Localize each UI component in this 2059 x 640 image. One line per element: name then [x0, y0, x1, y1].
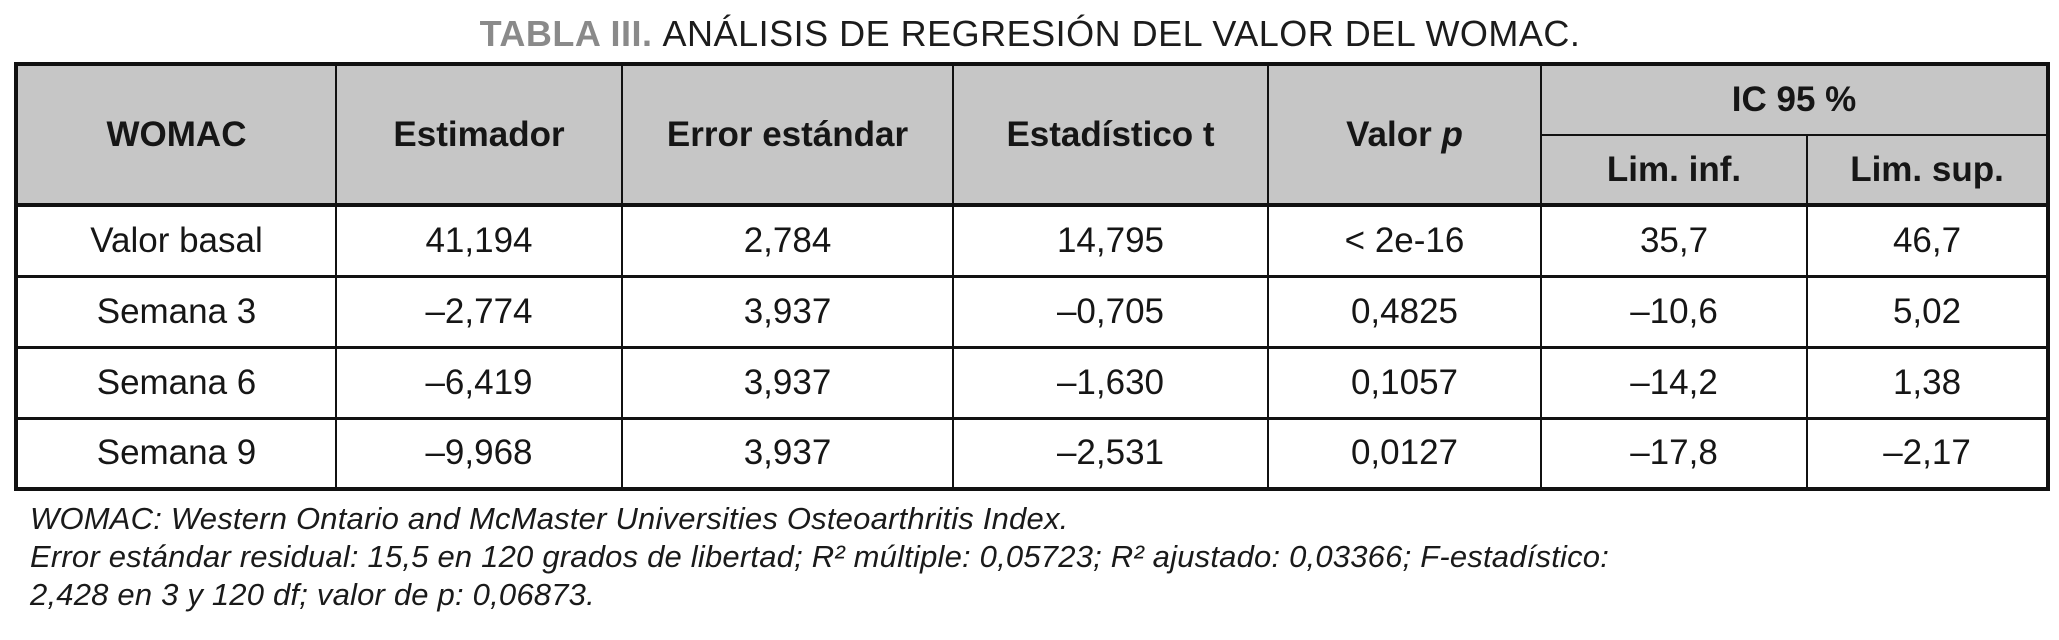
- table-row-valor-basal: Valor basal 41,194 2,784 14,795 < 2e-16 …: [15, 203, 2049, 278]
- table-row-semana-6: Semana 6 –6,419 3,937 –1,630 0,1057 –14,…: [15, 345, 2049, 420]
- table-row-semana-9: Semana 9 –9,968 3,937 –2,531 0,0127 –17,…: [15, 416, 2049, 491]
- cell-error-estandar: 3,937: [621, 345, 954, 420]
- table-header: WOMAC Estimador Error estándar Estadísti…: [15, 63, 2049, 207]
- cell-valor-p: 0,0127: [1267, 416, 1542, 491]
- cell-estimador: –2,774: [335, 274, 623, 349]
- regression-table: WOMAC Estimador Error estándar Estadísti…: [14, 62, 2050, 491]
- table-footnotes: WOMAC: Western Ontario and McMaster Univ…: [30, 500, 2059, 614]
- footnote-statistics-line-2: 2,428 en 3 y 120 df; valor de p: 0,06873…: [30, 577, 595, 613]
- col-header-estadistico-t: Estadístico t: [952, 63, 1269, 207]
- cell-estadistico-t: 14,795: [952, 203, 1269, 278]
- cell-valor-p: 0,4825: [1267, 274, 1542, 349]
- cell-lim-inf: –17,8: [1540, 416, 1808, 491]
- cell-valor-p: < 2e-16: [1267, 203, 1542, 278]
- cell-estadistico-t: –0,705: [952, 274, 1269, 349]
- col-header-womac: WOMAC: [15, 63, 337, 207]
- row-label: Semana 9: [15, 416, 337, 491]
- table-body: Valor basal 41,194 2,784 14,795 < 2e-16 …: [15, 203, 2049, 491]
- table-title-text: ANÁLISIS DE REGRESIÓN DEL VALOR DEL WOMA…: [662, 13, 1581, 54]
- cell-estimador: –6,419: [335, 345, 623, 420]
- cell-error-estandar: 3,937: [621, 274, 954, 349]
- row-label: Semana 6: [15, 345, 337, 420]
- valor-p-text: Valor: [1346, 114, 1432, 154]
- cell-estadistico-t: –1,630: [952, 345, 1269, 420]
- cell-estimador: 41,194: [335, 203, 623, 278]
- footnote-abbreviation: WOMAC: Western Ontario and McMaster Univ…: [30, 501, 1069, 536]
- footnote-statistics-line-1: Error estándar residual: 15,5 en 120 gra…: [30, 539, 1610, 575]
- cell-estimador: –9,968: [335, 416, 623, 491]
- col-header-lim-sup: Lim. sup.: [1806, 134, 2049, 207]
- cell-lim-sup: 5,02: [1806, 274, 2049, 349]
- cell-error-estandar: 3,937: [621, 416, 954, 491]
- cell-lim-inf: –10,6: [1540, 274, 1808, 349]
- cell-lim-sup: 46,7: [1806, 203, 2049, 278]
- table-title: TABLA III. ANÁLISIS DE REGRESIÓN DEL VALO…: [14, 0, 2046, 62]
- cell-lim-sup: –2,17: [1806, 416, 2049, 491]
- col-header-ic-95: IC 95 %: [1540, 63, 2049, 136]
- cell-estadistico-t: –2,531: [952, 416, 1269, 491]
- cell-valor-p: 0,1057: [1267, 345, 1542, 420]
- col-header-error-estandar: Error estándar: [621, 63, 954, 207]
- cell-error-estandar: 2,784: [621, 203, 954, 278]
- valor-p-italic: p: [1441, 114, 1463, 154]
- col-header-valor-p: Valor p: [1267, 63, 1542, 207]
- col-header-lim-inf: Lim. inf.: [1540, 134, 1808, 207]
- row-label: Semana 3: [15, 274, 337, 349]
- cell-lim-sup: 1,38: [1806, 345, 2049, 420]
- cell-lim-inf: 35,7: [1540, 203, 1808, 278]
- col-header-estimador: Estimador: [335, 63, 623, 207]
- table-title-label: TABLA III.: [479, 13, 653, 54]
- cell-lim-inf: –14,2: [1540, 345, 1808, 420]
- table-row-semana-3: Semana 3 –2,774 3,937 –0,705 0,4825 –10,…: [15, 274, 2049, 349]
- row-label: Valor basal: [15, 203, 337, 278]
